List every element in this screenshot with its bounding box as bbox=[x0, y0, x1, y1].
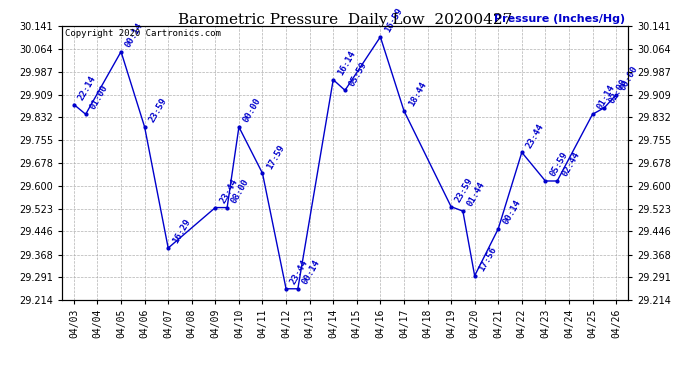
Text: 17:59: 17:59 bbox=[265, 143, 286, 171]
Text: Pressure (Inches/Hg): Pressure (Inches/Hg) bbox=[494, 13, 625, 24]
Text: 16:14: 16:14 bbox=[336, 49, 357, 77]
Text: 23:59: 23:59 bbox=[148, 96, 168, 124]
Text: 00:00: 00:00 bbox=[619, 64, 640, 92]
Text: 23:44: 23:44 bbox=[218, 177, 239, 205]
Text: 22:14: 22:14 bbox=[77, 74, 98, 102]
Text: 01:44: 01:44 bbox=[466, 180, 487, 209]
Text: 16:59: 16:59 bbox=[383, 6, 404, 34]
Text: 08:00: 08:00 bbox=[230, 177, 251, 205]
Text: 17:56: 17:56 bbox=[477, 245, 499, 273]
Text: 23:44: 23:44 bbox=[524, 122, 546, 150]
Text: 01:14: 01:14 bbox=[595, 84, 617, 111]
Text: 02:44: 02:44 bbox=[560, 150, 581, 178]
Text: Copyright 2020 Cartronics.com: Copyright 2020 Cartronics.com bbox=[65, 29, 221, 38]
Text: 00:14: 00:14 bbox=[501, 198, 522, 226]
Text: 02:00: 02:00 bbox=[607, 77, 629, 105]
Text: 05:59: 05:59 bbox=[348, 60, 369, 87]
Text: 18:44: 18:44 bbox=[406, 80, 428, 108]
Text: 00:14: 00:14 bbox=[301, 258, 322, 286]
Text: 05:59: 05:59 bbox=[548, 150, 569, 178]
Text: 00:14: 00:14 bbox=[124, 21, 145, 49]
Text: 16:29: 16:29 bbox=[171, 217, 193, 245]
Text: 23:59: 23:59 bbox=[454, 176, 475, 204]
Text: 00:00: 00:00 bbox=[241, 96, 263, 124]
Text: 01:00: 01:00 bbox=[88, 84, 110, 111]
Text: Barometric Pressure  Daily Low  20200427: Barometric Pressure Daily Low 20200427 bbox=[178, 13, 512, 27]
Text: 23:44: 23:44 bbox=[289, 258, 310, 286]
